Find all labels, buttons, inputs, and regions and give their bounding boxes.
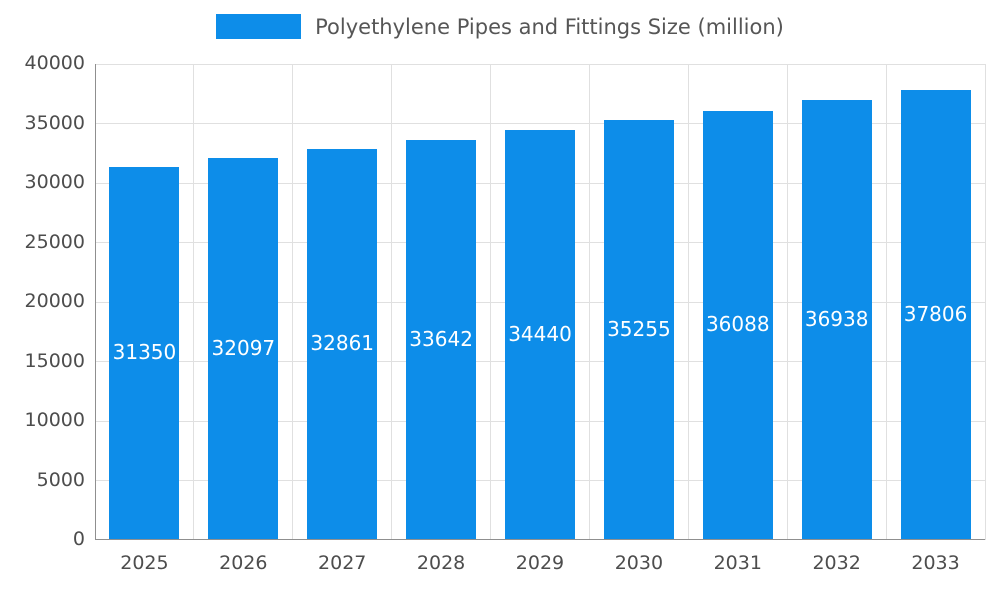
bar-value-label: 31350 [112, 340, 177, 365]
x-tick-label: 2027 [318, 552, 367, 574]
v-gridline [193, 64, 195, 540]
bar: 35255 [603, 120, 674, 540]
y-tick-label: 0 [72, 528, 85, 550]
bar: 32861 [307, 148, 378, 540]
h-gridline [95, 63, 985, 65]
bar-value-label: 33642 [409, 326, 473, 351]
legend-swatch [216, 14, 302, 39]
bar: 32097 [208, 158, 279, 540]
x-tick-label: 2028 [416, 552, 466, 574]
x-tick-label: 2025 [120, 552, 169, 574]
y-tick-label: 30000 [24, 171, 85, 193]
v-gridline [687, 64, 689, 540]
bar-value-label: 32097 [211, 336, 276, 361]
v-gridline [292, 64, 294, 540]
v-gridline [490, 64, 492, 540]
v-gridline [786, 64, 788, 540]
x-tick-label: 2031 [713, 552, 762, 574]
v-gridline [885, 64, 887, 540]
v-gridline [391, 64, 393, 540]
y-tick-label: 40000 [24, 52, 85, 74]
h-gridline [95, 123, 985, 124]
bar: 37806 [900, 90, 971, 540]
bar-value-label: 36088 [705, 312, 770, 337]
bar-value-label: 35255 [607, 317, 671, 342]
y-tick-label: 5000 [36, 468, 85, 491]
x-axis-line [95, 539, 985, 540]
bar-value-label: 36938 [804, 307, 869, 332]
bar: 36088 [702, 110, 773, 540]
x-tick-label: 2026 [219, 552, 268, 574]
y-tick-label: 15000 [24, 349, 85, 372]
v-gridline [984, 64, 986, 540]
x-tick-label: 2032 [812, 552, 861, 574]
x-tick-label: 2029 [515, 552, 565, 574]
legend: Polyethylene Pipes and Fittings Size (mi… [0, 14, 1000, 39]
y-tick-label: 20000 [24, 290, 85, 312]
bar: 31350 [109, 166, 180, 540]
y-tick-label: 10000 [24, 409, 85, 431]
y-tick-label: 25000 [24, 230, 85, 253]
bar-value-label: 37806 [903, 302, 968, 327]
bar-value-label: 32861 [310, 331, 375, 356]
bar: 33642 [406, 139, 477, 540]
v-gridline [588, 64, 590, 540]
legend-title: Polyethylene Pipes and Fittings Size (mi… [315, 14, 784, 39]
y-axis-line [95, 64, 96, 540]
bar-value-label: 34440 [508, 322, 572, 347]
plot-area: 31350 32097 32861 33642 34440 35255 36088 36938… [95, 63, 986, 540]
x-tick-label: 2030 [614, 552, 664, 574]
bar: 36938 [801, 100, 872, 540]
y-tick-label: 35000 [24, 111, 85, 134]
bar: 34440 [505, 130, 575, 540]
x-axis-labels: 2025 2026 2027 2028 2029 2030 2031 2032 2033 [95, 552, 985, 584]
x-tick-label: 2033 [911, 552, 960, 574]
